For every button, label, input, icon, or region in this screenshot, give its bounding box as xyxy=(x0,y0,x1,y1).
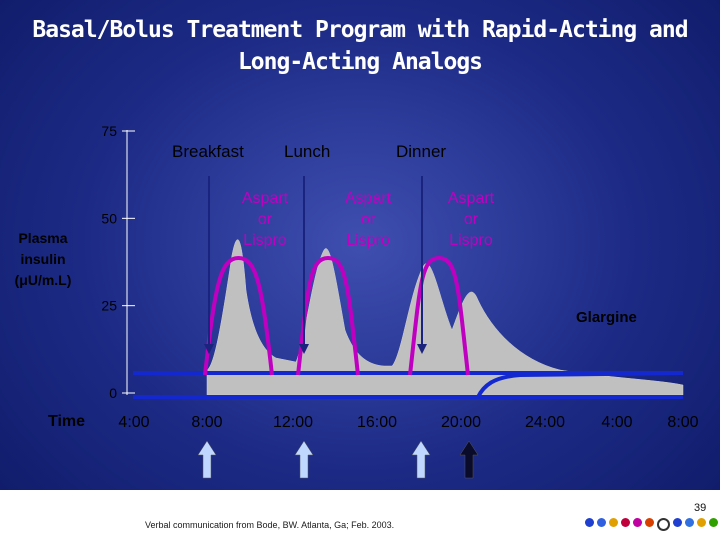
bolus-curve xyxy=(203,255,274,376)
y-axis-label-line-3: (μU/m.L) xyxy=(15,272,72,288)
x-tick-label: 4:00 xyxy=(601,414,632,431)
bolus-label: Aspart xyxy=(448,190,495,207)
meal-label-breakfast: Breakfast xyxy=(172,142,244,161)
decorative-dot xyxy=(673,518,682,527)
physiologic-insulin-area xyxy=(206,239,684,396)
bolus-curve xyxy=(296,255,360,376)
x-tick-label: 24:00 xyxy=(525,414,565,431)
decorative-dot xyxy=(621,518,630,527)
footer-credit: Verbal communication from Bode, BW. Atla… xyxy=(145,520,395,530)
title-line-2: Long-Acting Analogs xyxy=(237,49,483,75)
glargine-curve xyxy=(476,371,684,398)
x-axis-label: Time xyxy=(48,413,85,430)
bolus-label: Lispro xyxy=(449,232,493,249)
decorative-dots xyxy=(585,518,718,531)
decorative-dot xyxy=(585,518,594,527)
meal-arrow-head xyxy=(204,344,214,354)
injection-arrow xyxy=(197,440,217,479)
decorative-dot xyxy=(645,518,654,527)
bolus-curve xyxy=(408,255,470,376)
decorative-dot xyxy=(697,518,706,527)
y-tick-label: 25 xyxy=(101,298,117,314)
x-tick-label: 12:00 xyxy=(273,414,313,431)
bolus-label: or xyxy=(464,211,479,228)
footer-band xyxy=(0,490,720,540)
bolus-label: Aspart xyxy=(345,190,392,207)
y-tick-label: 75 xyxy=(101,123,117,139)
decorative-dot xyxy=(609,518,618,527)
meal-arrow-head xyxy=(417,344,427,354)
bolus-label: or xyxy=(361,211,376,228)
glargine-label: Glargine xyxy=(576,309,637,326)
bolus-label: or xyxy=(258,211,273,228)
y-tick-label: 0 xyxy=(109,385,117,401)
injection-arrow xyxy=(294,440,314,479)
y-axis-label-line-1: Plasma xyxy=(18,230,67,246)
decorative-dot xyxy=(685,518,694,527)
x-tick-label: 20:00 xyxy=(441,414,481,431)
bolus-label: Lispro xyxy=(346,232,390,249)
x-tick-label: 4:00 xyxy=(118,414,149,431)
meal-label-dinner: Dinner xyxy=(396,142,446,161)
decorative-dot xyxy=(657,518,670,531)
injection-arrow xyxy=(411,440,431,479)
y-tick-label: 50 xyxy=(101,210,117,226)
injection-arrow xyxy=(459,440,479,479)
meal-label-lunch: Lunch xyxy=(284,142,330,161)
bolus-label: Aspart xyxy=(242,190,289,207)
x-tick-label: 16:00 xyxy=(357,414,397,431)
y-axis-label-line-2: insulin xyxy=(20,251,65,267)
slide-title: Basal/Bolus Treatment Program with Rapid… xyxy=(0,14,720,78)
x-tick-label: 8:00 xyxy=(191,414,222,431)
meal-arrow-head xyxy=(299,344,309,354)
decorative-dot xyxy=(633,518,642,527)
decorative-dot xyxy=(597,518,606,527)
decorative-dot xyxy=(709,518,718,527)
bolus-label: Lispro xyxy=(243,232,287,249)
title-line-1: Basal/Bolus Treatment Program with Rapid… xyxy=(32,17,688,43)
slide-number: 39 xyxy=(694,502,707,514)
x-tick-label: 8:00 xyxy=(667,414,698,431)
